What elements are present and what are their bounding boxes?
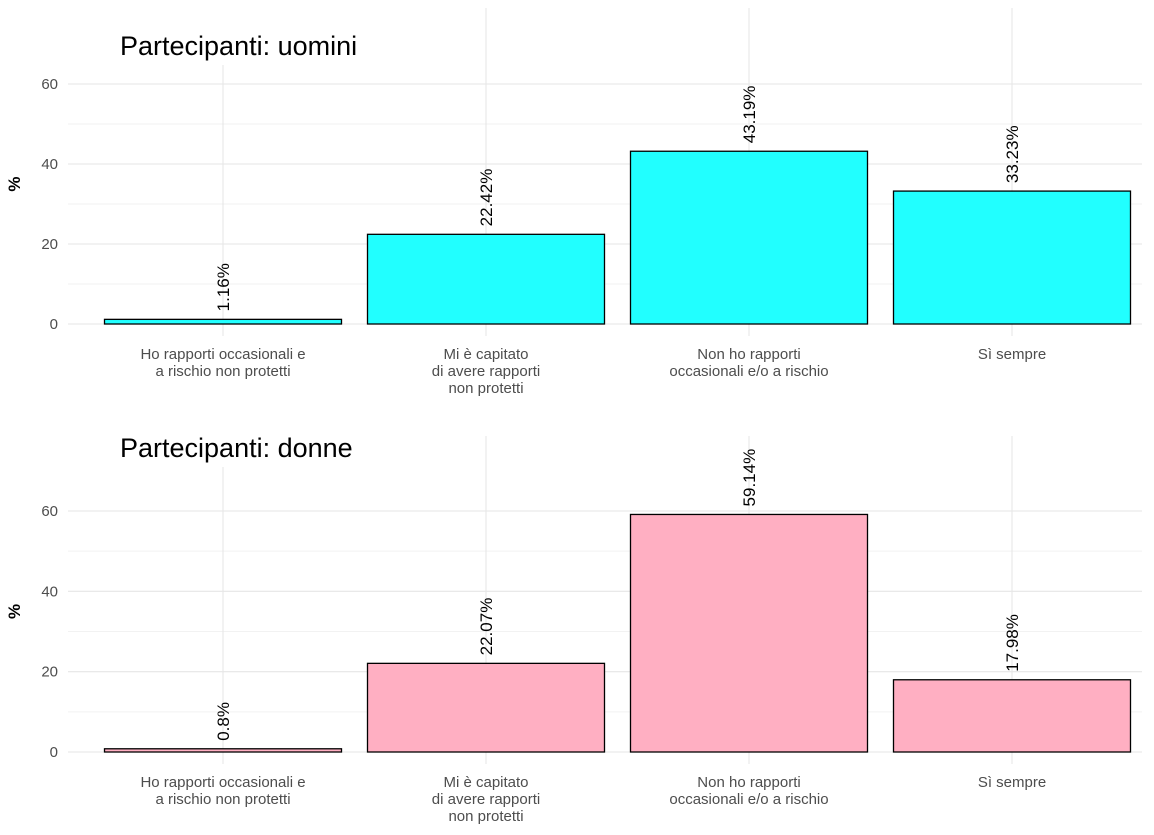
y-tick-label: 0 [50, 316, 58, 333]
y-tick-label: 20 [41, 236, 58, 253]
x-tick-label: a rischio non protetti [155, 363, 290, 380]
x-tick-label: Mi è capitato [443, 774, 528, 791]
y-tick-label: 40 [41, 583, 58, 600]
bar-value-label: 0.8% [214, 702, 233, 741]
x-tick-label: Non ho rapporti [697, 774, 800, 791]
x-tick-label: a rischio non protetti [155, 791, 290, 808]
bar-value-label: 59.14% [740, 449, 759, 507]
bar [629, 513, 869, 753]
x-tick-label: Sì sempre [978, 774, 1046, 791]
chart-title-background [106, 8, 372, 65]
y-tick-label: 20 [41, 664, 58, 681]
x-tick-label: occasionali e/o a rischio [669, 791, 828, 808]
y-axis-label: % [5, 176, 24, 191]
bar [366, 662, 606, 753]
chart-title: Partecipanti: donne [120, 433, 353, 463]
x-tick-label: Sì sempre [978, 346, 1046, 363]
x-tick-label: Mi è capitato [443, 346, 528, 363]
y-tick-label: 0 [50, 744, 58, 761]
x-tick-label: Ho rapporti occasionali e [140, 774, 305, 791]
x-tick-label: Ho rapporti occasionali e [140, 346, 305, 363]
y-axis-label: % [5, 604, 24, 619]
bar-value-label: 43.19% [740, 86, 759, 144]
x-tick-label: di avere rapporti [432, 791, 540, 808]
y-tick-label: 40 [41, 156, 58, 173]
x-tick-label: non protetti [448, 808, 523, 825]
bar [103, 318, 343, 325]
x-tick-label: di avere rapporti [432, 363, 540, 380]
bar [892, 679, 1132, 753]
bar [892, 190, 1132, 325]
y-tick-label: 60 [41, 76, 58, 93]
chart-title: Partecipanti: uomini [120, 31, 357, 61]
y-tick-label: 60 [41, 503, 58, 520]
chart-title-background [106, 436, 367, 467]
bar [629, 150, 869, 325]
bar [103, 748, 343, 753]
bar-value-label: 22.07% [477, 598, 496, 656]
bar-value-label: 33.23% [1003, 125, 1022, 183]
x-tick-label: occasionali e/o a rischio [669, 363, 828, 380]
x-tick-label: Non ho rapporti [697, 346, 800, 363]
bar-value-label: 1.16% [214, 263, 233, 311]
bar-value-label: 17.98% [1003, 614, 1022, 672]
bar-value-label: 22.42% [477, 169, 496, 227]
x-tick-label: non protetti [448, 380, 523, 397]
bar [366, 233, 606, 325]
